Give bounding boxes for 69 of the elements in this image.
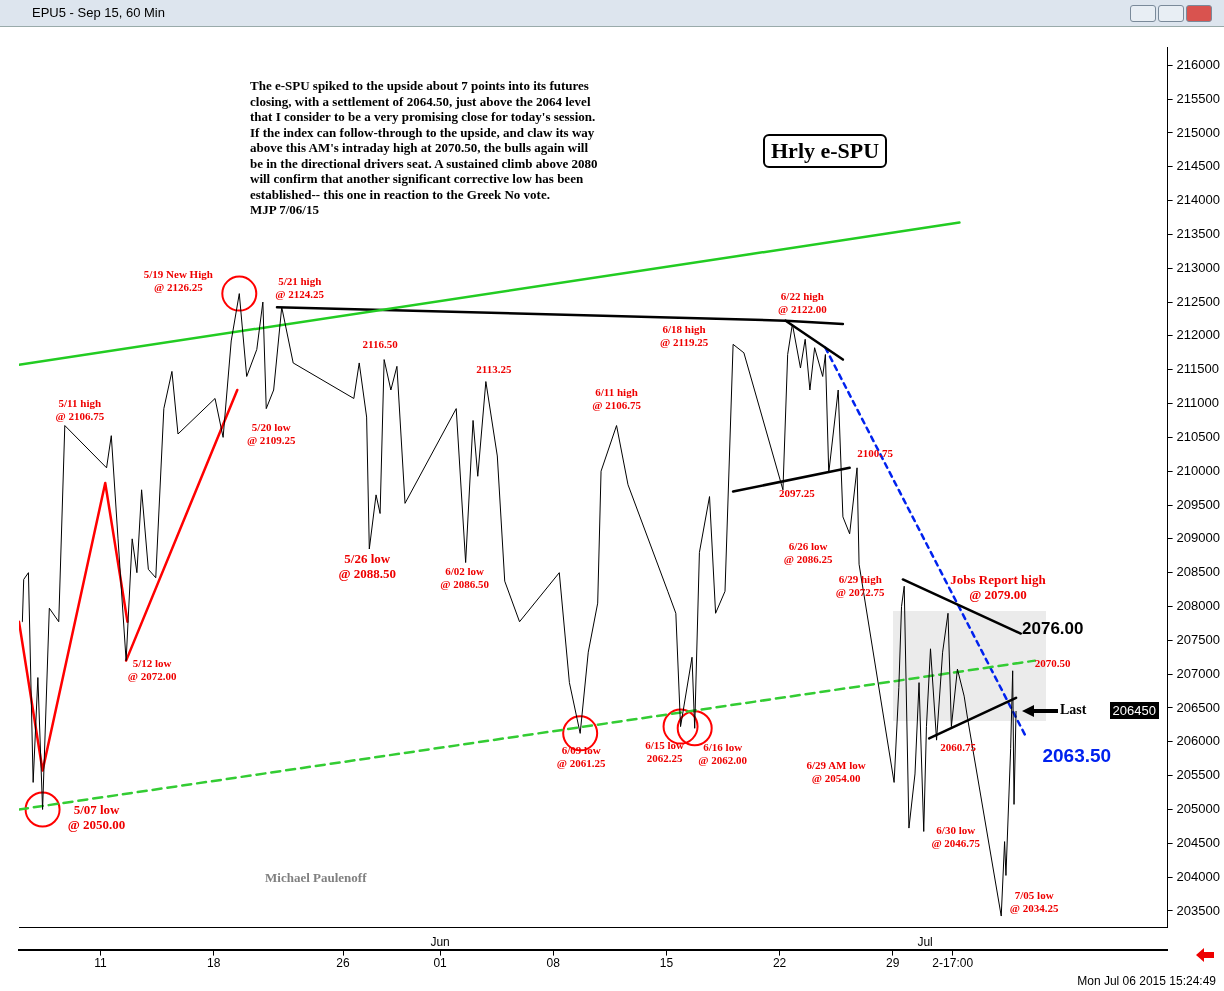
y-tick-label: 213000: [1176, 259, 1221, 275]
y-tick-label: 212000: [1176, 327, 1221, 343]
chart-title: EPU5 - Sep 15, 60 Min: [32, 4, 165, 22]
y-tick-label: 211000: [1176, 395, 1220, 411]
y-tick-label: 204500: [1176, 834, 1221, 850]
x2-tick-label: Jul: [917, 934, 933, 949]
annotation: 5/19 New High @ 2126.25: [143, 267, 213, 293]
annotation: 6/26 low @ 2086.25: [783, 539, 833, 565]
y-tick-label: 209500: [1176, 496, 1221, 512]
annotation: 5/11 high @ 2106.75: [55, 396, 105, 422]
y-tick-label: 211500: [1176, 361, 1220, 377]
annotation: 2070.50: [1034, 656, 1072, 669]
text: Mon Jul 06 2015 15:24:49: [1077, 974, 1216, 988]
x-tick-label: 18: [207, 956, 221, 971]
y-tick-label: 209000: [1176, 530, 1221, 546]
text: The e-SPU spiked to the upside about 7 points into its futures closing, with a settlement of 2064.50, just above the 2064 level that I consider to be a very promising close for today's session. If the index can follow-through to the upside, and claw its way above this AM's intraday high at 2070.50, the bulls again will be in the directional drivers seat. A sustained climb above 2080 will confirm that another significant corrective low has been established-- this one in reaction to the Greek No vote. MJP 7/06/15: [250, 78, 598, 217]
y-tick-label: 208000: [1176, 598, 1221, 614]
y-tick-label: 216000: [1176, 56, 1221, 72]
y-tick-label: 214500: [1176, 158, 1221, 174]
annotation: 6/22 high @ 2122.00: [778, 290, 828, 316]
y-tick-label: 203500: [1176, 902, 1221, 918]
y-tick-label: 213500: [1176, 225, 1221, 241]
y-tick-label: 215000: [1176, 124, 1221, 140]
annotation: 6/29 AM low @ 2054.00: [806, 758, 866, 784]
x-tick-label: 15: [659, 956, 674, 971]
annotation: 5/26 low @ 2088.50: [338, 550, 397, 581]
annotation: 2100.75: [857, 446, 894, 459]
x-tick-label: 11: [94, 956, 108, 971]
y-tick-label: 207000: [1176, 665, 1221, 681]
annotation: 2060.75: [940, 741, 977, 754]
x-tick-label: 08: [546, 956, 561, 971]
y-tick-label: 210000: [1176, 462, 1221, 478]
x-tick-label: 01: [433, 956, 448, 971]
annotation: 5/07 low @ 2050.00: [67, 802, 126, 833]
annotation: 5/21 high @ 2124.25: [275, 275, 325, 301]
annotation: 5/20 low @ 2109.25: [246, 420, 297, 446]
y-tick-label: 207500: [1176, 631, 1221, 647]
y-tick-label: 215500: [1176, 90, 1221, 106]
x-tick-label: 2-17:00: [932, 956, 974, 971]
y-tick-label: 206500: [1176, 699, 1221, 715]
annotation: 6/11 high @ 2106.75: [592, 385, 642, 411]
x-tick-label: 29: [886, 956, 900, 971]
annotation: Last: [1060, 702, 1087, 719]
x-tick-label: 22: [772, 956, 787, 971]
annotation: 2063.50: [1042, 744, 1112, 766]
y-tick-label: 205000: [1176, 801, 1221, 817]
y-tick-label: 212500: [1176, 293, 1221, 309]
annotation: 5/12 low @ 2072.00: [127, 656, 177, 682]
annotation: 6/02 low @ 2086.50: [440, 564, 490, 590]
annotation: Michael Paulenoff: [265, 870, 367, 886]
annotation: 6/30 low @ 2046.75: [931, 823, 981, 849]
annotation: 2116.50: [362, 338, 399, 351]
x-tick-label: 26: [336, 956, 351, 971]
y-tick-label: 210500: [1176, 428, 1221, 444]
y-tick-label: 214000: [1176, 192, 1221, 208]
y-tick-label: 204000: [1176, 868, 1221, 884]
annotation: 2076.00: [1022, 619, 1084, 639]
y-tick-label: 206000: [1176, 733, 1221, 749]
annotation: Jobs Report high @ 2079.00: [950, 572, 1047, 603]
annotation: 6/18 high @ 2119.25: [660, 322, 709, 348]
annotation: 2113.25: [476, 363, 512, 376]
annotation: Hrly e-SPU: [763, 134, 888, 168]
y-tick-label: 208500: [1176, 564, 1221, 580]
annotation: 6/16 low @ 2062.00: [698, 740, 748, 766]
y-tick-label: 205500: [1176, 767, 1221, 783]
annotation: 7/05 low @ 2034.25: [1009, 889, 1060, 915]
x2-tick-label: Jun: [430, 934, 450, 949]
annotation: 2097.25: [779, 486, 816, 499]
annotation: 206450: [1109, 702, 1159, 720]
